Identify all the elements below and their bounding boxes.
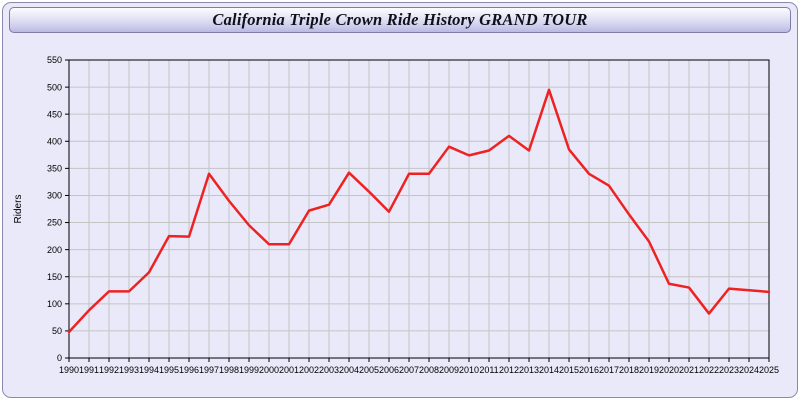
y-axis-label: Riders <box>13 195 24 224</box>
x-axis-tick-label: 2021 <box>679 365 699 375</box>
x-axis-tick-label: 2000 <box>259 365 279 375</box>
y-axis-tick-label: 100 <box>47 299 62 309</box>
x-axis-tick-label: 2009 <box>439 365 459 375</box>
y-axis-tick-label: 150 <box>47 272 62 282</box>
chart-title-bar: California Triple Crown Ride History GRA… <box>9 7 791 33</box>
x-axis-tick-label: 2006 <box>379 365 399 375</box>
y-axis-tick-label: 550 <box>47 55 62 65</box>
x-axis-tick-label: 2011 <box>479 365 498 375</box>
x-axis-tick-label: 1996 <box>179 365 199 375</box>
plot-area-container: 0 50 100 150 200 250 300 350 400 450 500 550 1990 19… <box>3 37 797 397</box>
y-axis-tick-label: 450 <box>47 109 62 119</box>
x-axis-tick-label: 2007 <box>399 365 419 375</box>
x-axis-tick-label: 2001 <box>279 365 299 375</box>
y-axis-ticks-group: 0 50 100 150 200 250 300 350 400 450 500 550 <box>47 55 69 363</box>
x-axis-tick-label: 2017 <box>599 365 619 375</box>
x-axis-tick-label: 2014 <box>539 365 559 375</box>
x-axis-tick-label: 2010 <box>459 365 479 375</box>
x-axis-tick-label: 2003 <box>319 365 339 375</box>
x-axis-tick-label: 2013 <box>519 365 539 375</box>
x-axis-tick-label: 1995 <box>159 365 179 375</box>
x-axis-tick-label: 2022 <box>699 365 719 375</box>
x-axis-tick-label: 2020 <box>659 365 679 375</box>
x-axis-tick-label: 1991 <box>79 365 99 375</box>
x-axis-tick-label: 1990 <box>59 365 79 375</box>
x-axis-tick-label: 2024 <box>739 365 759 375</box>
x-axis-tick-label: 1993 <box>119 365 139 375</box>
y-axis-tick-label: 300 <box>47 191 62 201</box>
x-axis-tick-label: 2012 <box>499 365 519 375</box>
x-axis-tick-label: 2019 <box>639 365 659 375</box>
x-axis-ticks-group: 1990 1991 1992 1993 1994 1995 1996 1997 1998 1999… <box>59 358 779 375</box>
gridlines-group <box>69 59 769 358</box>
x-axis-tick-label: 2023 <box>719 365 739 375</box>
x-axis-tick-label: 1997 <box>199 365 219 375</box>
x-axis-tick-label: 1994 <box>139 365 159 375</box>
x-axis-tick-label: 2016 <box>579 365 599 375</box>
y-axis-tick-label: 0 <box>57 353 62 363</box>
y-axis-tick-label: 200 <box>47 245 62 255</box>
x-axis-tick-label: 2018 <box>619 365 639 375</box>
x-axis-tick-label: 1999 <box>239 365 259 375</box>
page-title: California Triple Crown Ride History GRA… <box>212 10 588 29</box>
y-axis-tick-label: 50 <box>52 326 62 336</box>
x-axis-tick-label: 2004 <box>339 365 359 375</box>
y-axis-tick-label: 500 <box>47 82 62 92</box>
riders-line-series <box>67 88 771 334</box>
x-axis-tick-label: 2025 <box>759 365 779 375</box>
x-axis-tick-label: 1992 <box>99 365 119 375</box>
x-axis-tick-label: 2005 <box>359 365 379 375</box>
x-axis-tick-label: 2015 <box>559 365 579 375</box>
plot-border <box>68 59 770 359</box>
y-axis-tick-label: 250 <box>47 218 62 228</box>
x-axis-tick-label: 1998 <box>219 365 239 375</box>
y-axis-tick-label: 350 <box>47 164 62 174</box>
x-axis-tick-label: 2002 <box>299 365 319 375</box>
y-axis-tick-label: 400 <box>47 136 62 146</box>
x-axis-tick-label: 2008 <box>419 365 439 375</box>
